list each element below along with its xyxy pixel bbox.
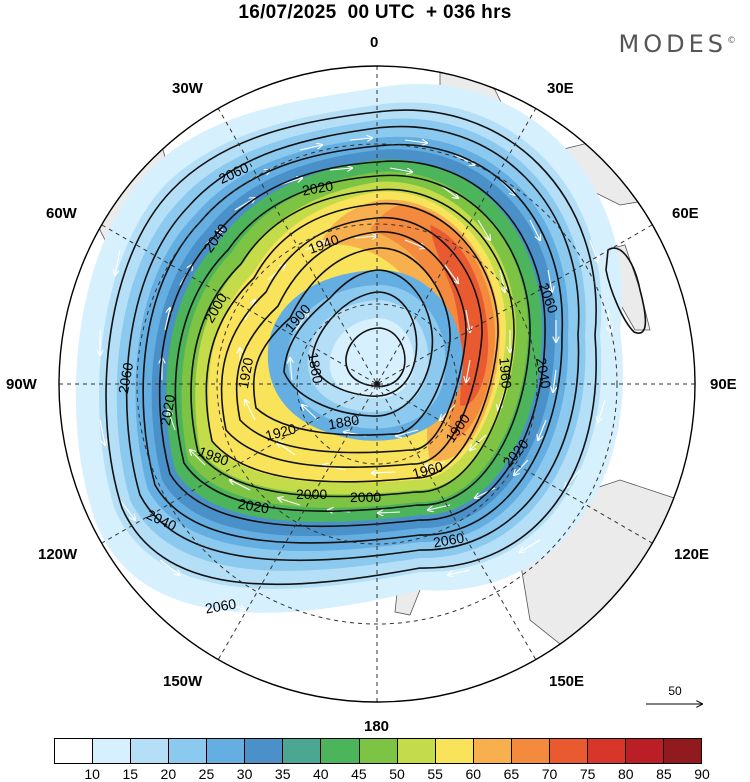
colorbar-label-45: 45 [351,766,367,782]
colorbar-swatch-3 [169,739,208,763]
colorbar-swatch-6 [283,739,322,763]
colorbar-label-65: 65 [503,766,520,782]
colorbar-label-90: 90 [694,766,710,782]
colorbar-label-60: 60 [465,766,482,782]
lon-label-150e: 150E [549,673,585,690]
colorbar-swatch-7 [321,739,360,763]
colorbar-swatch-2 [131,739,170,763]
lon-label-90e: 90E [710,376,737,393]
lon-label-120w: 120W [38,546,78,563]
lon-label-60w: 60W [46,205,77,222]
brand-text: MODES [618,30,727,58]
lon-label-120e: 120E [674,546,710,563]
colorbar [54,738,702,764]
colorbar-labels: 10 15 20 25 30 35 40 45 50 55 60 65 70 75 80 85 90 [0,766,750,782]
colorbar-label-85: 85 [656,766,672,782]
lon-label-60e: 60E [672,205,699,222]
lon-label-90w: 90W [6,376,37,393]
reference-vector-label: 50 [668,684,682,698]
map-boundary [58,65,696,703]
colorbar-label-80: 80 [617,766,634,782]
colorbar-swatch-5 [245,739,284,763]
colorbar-swatch-4 [207,739,246,763]
chart-title: 16/07/2025 00 UTC + 036 hrs [238,2,512,23]
colorbar-swatch-12 [511,739,550,763]
contour-label-1930-right: 1960 [496,356,515,390]
height-contours [105,109,647,586]
colorbar-label-30: 30 [236,766,253,782]
colorbar-label-55: 55 [427,766,443,782]
reference-vector: 50 [644,684,708,714]
colorbar-swatch-9 [397,739,436,763]
colorbar-swatch-0 [55,739,94,763]
colorbar-swatch-11 [473,739,512,763]
brand-logo: MODES© [619,30,736,58]
colorbar-label-70: 70 [541,766,558,782]
lon-label-180: 180 [364,718,390,735]
graticule [59,66,695,702]
colorbar-label-15: 15 [122,766,139,782]
colorbar-swatch-10 [435,739,474,763]
colorbar-label-35: 35 [274,766,291,782]
reference-vector-arrow [646,684,708,714]
lon-label-30w: 30W [172,80,203,97]
colorbar-swatch-16 [664,739,702,763]
contour-label-2000-bottom-right: 2000 [350,489,382,505]
colorbar-swatch-13 [549,739,588,763]
colorbar-swatch-15 [625,739,664,763]
brand-mark: © [727,36,736,46]
colorbar-label-10: 10 [84,766,100,782]
lon-label-30e: 30E [547,80,574,97]
colorbar-swatch-14 [587,739,626,763]
colorbar-label-40: 40 [313,766,329,782]
contour-label-2000-bottom-left: 2000 [296,486,328,502]
lon-label-0: 0 [370,34,379,51]
colorbar-label-20: 20 [160,766,177,782]
colorbar-label-50: 50 [389,766,405,782]
colorbar-swatch-1 [93,739,132,763]
colorbar-label-75: 75 [579,766,596,782]
colorbar-label-25: 25 [198,766,215,782]
colorbar-swatch-8 [359,739,398,763]
lon-label-150w: 150W [163,673,203,690]
